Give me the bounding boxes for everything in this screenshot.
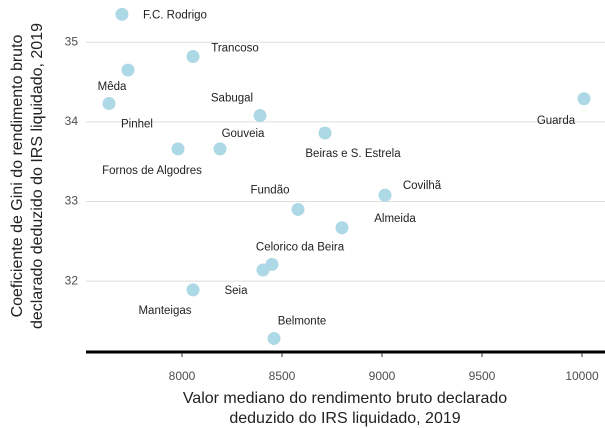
point-label: F.C. Rodrigo xyxy=(143,9,207,21)
point-label: Seia xyxy=(224,285,248,297)
points xyxy=(102,7,591,345)
point-label: Covilhã xyxy=(403,180,442,192)
point xyxy=(171,142,185,156)
y-tick-label: 32 xyxy=(65,273,79,287)
y-tick-label: 33 xyxy=(65,194,79,208)
y-tick-label: 34 xyxy=(65,114,79,128)
y-axis-title: Coeficiente de Gini do rendimento bruto xyxy=(9,34,26,317)
x-tick-label: 9500 xyxy=(469,369,496,383)
point-label: Guarda xyxy=(537,115,576,127)
point xyxy=(256,263,270,277)
x-axis-title: Valor mediano do rendimento bruto declar… xyxy=(183,390,507,407)
point-label: Manteigas xyxy=(138,305,191,317)
point-label: Pinhel xyxy=(121,119,153,131)
x-axis-title: deduzido do IRS liquidado, 2019 xyxy=(229,410,460,427)
point xyxy=(577,92,591,106)
point xyxy=(213,142,227,156)
grid xyxy=(86,41,605,282)
point xyxy=(115,7,129,21)
point-label: Mêda xyxy=(98,81,127,93)
point-label: Sabugal xyxy=(211,93,253,105)
x-tick-label: 8000 xyxy=(169,369,196,383)
x-tick-label: 10000 xyxy=(565,369,599,383)
point-label: Trancoso xyxy=(211,43,259,55)
x-tick-label: 8500 xyxy=(269,369,296,383)
point-label: Almeida xyxy=(374,213,416,225)
point-label: Beiras e S. Estrela xyxy=(305,148,401,160)
point-label: Belmonte xyxy=(278,315,327,327)
point xyxy=(186,283,200,297)
point xyxy=(378,188,392,202)
y-axis-title: declarado deduzido do IRS liquidado, 201… xyxy=(29,23,46,329)
point xyxy=(291,202,305,216)
y-tick-label: 35 xyxy=(65,34,79,48)
point-label: Fornos de Algodres xyxy=(102,165,202,177)
point xyxy=(318,126,332,140)
point xyxy=(335,221,349,235)
point-label: Gouveia xyxy=(222,128,265,140)
point-label: Fundão xyxy=(250,184,289,196)
x-tick-label: 9000 xyxy=(369,369,396,383)
point xyxy=(102,97,116,111)
point xyxy=(186,50,200,64)
point-label: Celorico da Beira xyxy=(256,241,345,253)
point xyxy=(267,331,281,345)
point xyxy=(121,63,135,77)
point xyxy=(253,108,267,122)
